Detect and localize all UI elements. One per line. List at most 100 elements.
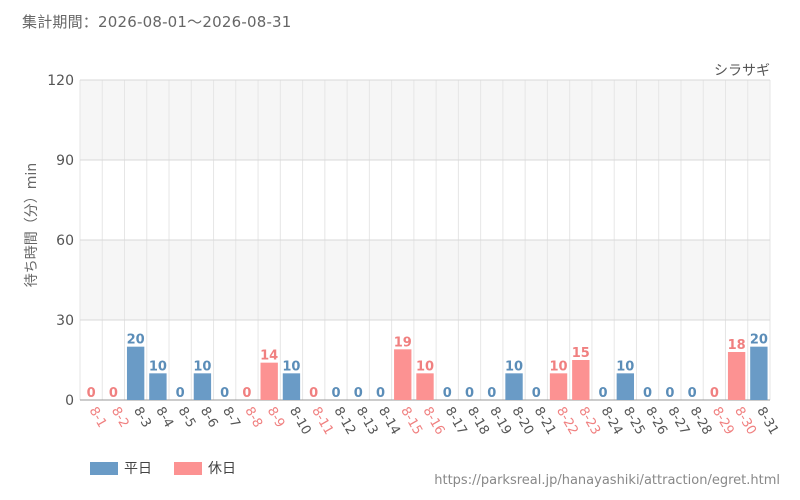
value-label-8-25: 10 — [616, 359, 634, 374]
value-label-8-27: 0 — [665, 386, 674, 401]
x-tick-label-8-29: 8-29 — [709, 405, 737, 438]
legend-label-weekday: 平日 — [124, 461, 152, 477]
x-tick-label-8-1: 8-1 — [86, 405, 110, 431]
bar-8-15 — [394, 349, 412, 400]
value-label-8-10: 10 — [282, 359, 300, 374]
y-tick-label: 90 — [56, 153, 74, 169]
x-tick-label-8-31: 8-31 — [753, 405, 781, 438]
y-tick-label: 0 — [65, 393, 74, 409]
bar-8-31 — [750, 346, 768, 400]
value-label-8-18: 0 — [465, 386, 474, 401]
bar-8-23 — [572, 360, 590, 400]
plot-band — [80, 80, 770, 160]
bar-8-20 — [505, 373, 523, 400]
x-tick-label-8-27: 8-27 — [664, 405, 692, 438]
y-axis-label: 待ち時間（分）min — [24, 163, 40, 287]
grid-lines — [79, 79, 771, 401]
value-label-8-28: 0 — [688, 386, 697, 401]
x-tick-label-8-23: 8-23 — [575, 405, 603, 438]
period-label: 集計期間：2026-08-01～2026-08-31 — [22, 13, 292, 31]
value-label-8-5: 0 — [176, 386, 185, 401]
x-tick-label-8-7: 8-7 — [219, 405, 243, 431]
value-label-8-3: 20 — [127, 333, 145, 348]
x-tick-label-8-6: 8-6 — [197, 405, 221, 431]
x-tick-label-8-2: 8-2 — [108, 405, 132, 431]
x-tick-label-8-17: 8-17 — [442, 405, 470, 438]
value-label-8-19: 0 — [487, 386, 496, 401]
legend-item-weekday: 平日 — [90, 458, 152, 478]
x-tick-label-8-30: 8-30 — [731, 405, 759, 438]
legend-label-holiday: 休日 — [208, 461, 236, 477]
x-tick-label-8-22: 8-22 — [553, 405, 581, 438]
value-label-8-14: 0 — [376, 386, 385, 401]
x-tick-label-8-11: 8-11 — [308, 405, 336, 438]
x-tick-label-8-21: 8-21 — [531, 405, 559, 438]
value-label-8-13: 0 — [354, 386, 363, 401]
x-tick-label-8-8: 8-8 — [241, 405, 265, 431]
x-tick-label-8-16: 8-16 — [420, 405, 448, 438]
bars — [126, 346, 768, 400]
bar-8-3 — [126, 346, 145, 400]
value-label-8-16: 10 — [416, 359, 434, 374]
x-tick-label-8-15: 8-15 — [397, 405, 425, 438]
x-tick-label-8-9: 8-9 — [264, 405, 288, 431]
legend: 平日 休日 — [90, 458, 236, 478]
value-label-8-1: 0 — [87, 386, 96, 401]
x-tick-label-8-12: 8-12 — [331, 405, 359, 438]
legend-swatch-weekday — [90, 461, 118, 475]
value-label-8-15: 19 — [394, 335, 412, 350]
x-tick-label-8-10: 8-10 — [286, 405, 314, 438]
x-tick-label-8-24: 8-24 — [598, 405, 626, 438]
value-label-8-31: 20 — [750, 333, 768, 348]
bar-8-16 — [416, 373, 434, 400]
chart-title: シラサギ — [714, 63, 770, 79]
y-tick-label: 120 — [47, 73, 74, 89]
bar-8-30 — [727, 352, 746, 400]
value-label-8-23: 15 — [572, 346, 590, 361]
plot-band — [80, 160, 770, 240]
value-label-8-8: 0 — [242, 386, 251, 401]
legend-swatch-holiday — [174, 461, 202, 475]
x-tick-label-8-3: 8-3 — [130, 405, 154, 431]
x-tick-label-8-25: 8-25 — [620, 405, 648, 438]
y-tick-label: 60 — [56, 233, 74, 249]
x-tick-label-8-5: 8-5 — [175, 405, 199, 431]
value-label-8-4: 10 — [149, 359, 167, 374]
value-label-8-12: 0 — [331, 386, 340, 401]
y-tick-labels: 0 30 60 90 120 — [47, 73, 74, 409]
x-tick-label-8-18: 8-18 — [464, 405, 492, 438]
x-tick-label-8-4: 8-4 — [152, 405, 176, 431]
x-tick-label-8-14: 8-14 — [375, 405, 403, 438]
value-label-8-30: 18 — [728, 338, 746, 353]
plot-background — [80, 80, 770, 400]
y-tick-label: 30 — [56, 313, 74, 329]
value-label-8-20: 10 — [505, 359, 523, 374]
bar-8-6 — [193, 373, 212, 400]
value-label-8-22: 10 — [550, 359, 568, 374]
source-url: https://parksreal.jp/hanayashiki/attract… — [434, 473, 780, 488]
value-label-8-7: 0 — [220, 386, 229, 401]
plot-band — [80, 240, 770, 320]
value-label-8-29: 0 — [710, 386, 719, 401]
x-tick-label-8-20: 8-20 — [509, 405, 537, 438]
bar-8-25 — [616, 373, 635, 400]
value-label-8-17: 0 — [443, 386, 452, 401]
bar-8-4 — [149, 373, 167, 400]
x-tick-labels: 8-18-28-38-48-58-68-78-88-98-108-118-128… — [86, 405, 781, 438]
value-label-8-24: 0 — [599, 386, 608, 401]
x-tick-label-8-13: 8-13 — [353, 405, 381, 438]
bar-8-22 — [549, 373, 568, 400]
legend-item-holiday: 休日 — [174, 458, 236, 478]
value-label-8-11: 0 — [309, 386, 318, 401]
x-tick-label-8-28: 8-28 — [687, 405, 715, 438]
x-tick-label-8-19: 8-19 — [486, 405, 514, 438]
value-label-8-26: 0 — [643, 386, 652, 401]
bar-8-10 — [282, 373, 301, 400]
value-label-8-6: 10 — [193, 359, 211, 374]
value-label-8-2: 0 — [109, 386, 118, 401]
value-label-8-21: 0 — [532, 386, 541, 401]
value-label-8-9: 14 — [260, 349, 278, 364]
bar-8-9 — [260, 362, 278, 400]
